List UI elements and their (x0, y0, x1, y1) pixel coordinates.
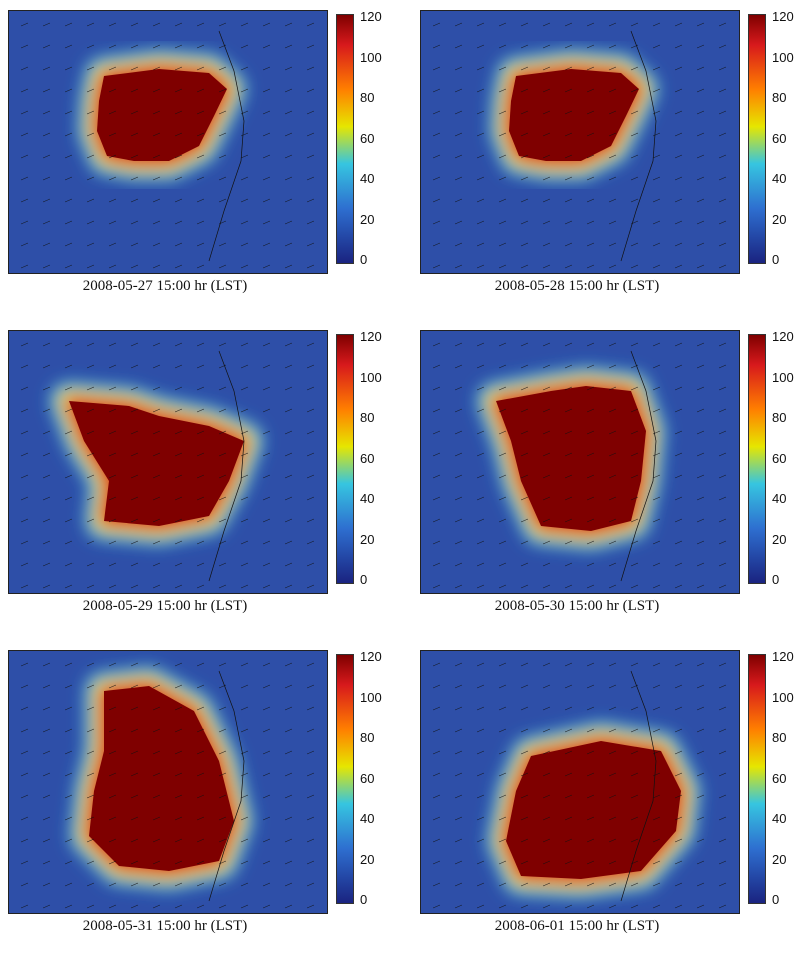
colorbar-tick-label: 0 (772, 572, 780, 587)
wind-vectors (432, 22, 727, 269)
colorbar-tick-label: 100 (360, 689, 382, 705)
colorbar-tick-label: 0 (360, 892, 368, 907)
colorbar-tick-label: 60 (360, 130, 375, 146)
map-panel-1: 120 100 80 60 40 20 0 2008-05-27 15:00 hr (LST) (0, 0, 400, 318)
panel-caption: 2008-05-29 15:00 hr (LST) (82, 598, 248, 614)
coastline (208, 30, 245, 262)
colorbar-tick-label: 120 (360, 9, 382, 24)
map-panel-4: 120 100 80 60 40 20 0 2008-05-30 15:00 hr (LST) (412, 320, 800, 638)
colorbar-tick-label: 100 (772, 369, 794, 385)
colorbar-tick-label: 0 (772, 892, 780, 907)
map-panel-6: 120 100 80 60 40 20 0 2008-06-01 15:00 hr (LST) (412, 640, 800, 958)
concentration-map (420, 650, 740, 914)
concentration-map (8, 330, 328, 594)
colorbar-tick-label: 0 (360, 252, 368, 267)
concentration-map (420, 330, 740, 594)
concentration-map (8, 650, 328, 914)
colorbar-tick-label: 40 (772, 171, 787, 186)
coastline (208, 670, 245, 902)
concentration-map (420, 10, 740, 274)
colorbar-tick-label: 60 (772, 450, 787, 466)
colorbar-tick-label: 80 (772, 730, 787, 745)
colorbar-tick-label: 120 (772, 649, 794, 664)
map-panel-2: 120 100 80 60 40 20 0 2008-05-28 15:00 hr (LST) (412, 0, 800, 318)
high-concentration-plume (506, 741, 681, 879)
high-concentration-plume (97, 69, 227, 161)
coastline (620, 670, 657, 902)
colorbar (748, 14, 766, 264)
colorbar-tick-label: 120 (360, 649, 382, 664)
colorbar-tick-label: 60 (360, 770, 375, 786)
colorbar-tick-label: 20 (772, 531, 787, 547)
colorbar-tick-label: 40 (772, 811, 787, 826)
colorbar-tick-label: 20 (772, 211, 787, 227)
panel-caption: 2008-06-01 15:00 hr (LST) (494, 918, 660, 934)
panel-caption: 2008-05-27 15:00 hr (LST) (82, 278, 248, 294)
coastline (208, 350, 245, 582)
colorbar-tick-label: 120 (772, 9, 794, 24)
colorbar-tick-label: 20 (360, 211, 375, 227)
colorbar-tick-label: 40 (772, 491, 787, 506)
colorbar-tick-label: 60 (772, 130, 787, 146)
concentration-map (8, 10, 328, 274)
wind-vectors (20, 22, 315, 269)
wind-vectors (20, 342, 315, 589)
colorbar-tick-label: 100 (360, 49, 382, 65)
high-concentration-plume (496, 386, 646, 531)
wind-vectors (20, 662, 315, 909)
colorbar (336, 654, 354, 904)
colorbar-tick-label: 40 (360, 811, 375, 826)
wind-vectors (432, 662, 727, 909)
colorbar-tick-label: 100 (772, 689, 794, 705)
colorbar-tick-label: 120 (360, 329, 382, 344)
panel-caption: 2008-05-30 15:00 hr (LST) (494, 598, 660, 614)
panel-caption: 2008-05-31 15:00 hr (LST) (82, 918, 248, 934)
colorbar-tick-label: 20 (360, 851, 375, 867)
map-panel-5: 120 100 80 60 40 20 0 2008-05-31 15:00 hr (LST) (0, 640, 400, 958)
colorbar-tick-label: 80 (772, 410, 787, 425)
colorbar-tick-label: 60 (360, 450, 375, 466)
colorbar-tick-label: 100 (772, 49, 794, 65)
colorbar (748, 334, 766, 584)
wind-vectors (432, 342, 727, 589)
colorbar-tick-label: 0 (772, 252, 780, 267)
colorbar-tick-label: 80 (772, 90, 787, 105)
map-panel-3: 120 100 80 60 40 20 0 2008-05-29 15:00 hr (LST) (0, 320, 400, 638)
colorbar (748, 654, 766, 904)
high-concentration-plume (509, 69, 639, 161)
colorbar-tick-label: 80 (360, 730, 375, 745)
colorbar (336, 14, 354, 264)
colorbar-tick-label: 80 (360, 90, 375, 105)
panel-caption: 2008-05-28 15:00 hr (LST) (494, 278, 660, 294)
colorbar-tick-label: 20 (772, 851, 787, 867)
high-concentration-plume (89, 686, 234, 871)
colorbar (336, 334, 354, 584)
coastline (620, 350, 657, 582)
colorbar-tick-label: 100 (360, 369, 382, 385)
colorbar-tick-label: 20 (360, 531, 375, 547)
colorbar-tick-label: 40 (360, 491, 375, 506)
colorbar-tick-label: 0 (360, 572, 368, 587)
colorbar-tick-label: 80 (360, 410, 375, 425)
colorbar-tick-label: 60 (772, 770, 787, 786)
colorbar-tick-label: 40 (360, 171, 375, 186)
colorbar-tick-label: 120 (772, 329, 794, 344)
coastline (620, 30, 657, 262)
